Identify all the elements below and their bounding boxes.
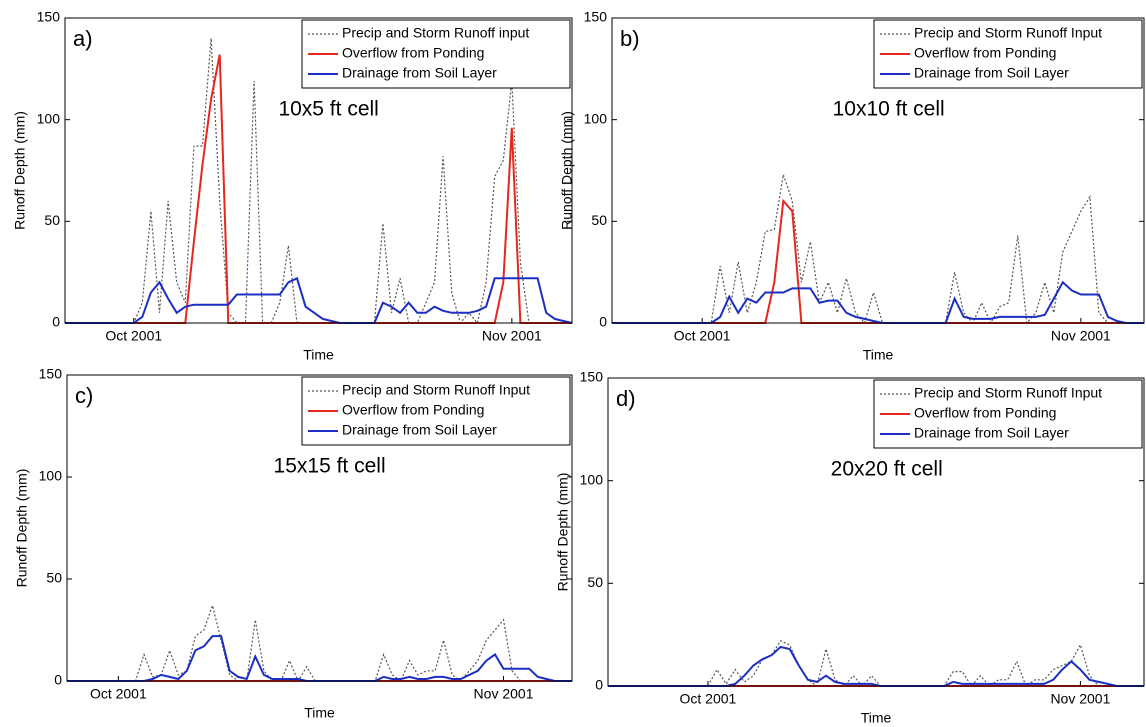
axes-box [64,17,573,324]
legend-label: Drainage from Soil Layer [914,65,1069,81]
legend-label: Overflow from Ponding [914,45,1056,61]
axes-box [611,17,1145,324]
legend-label: Overflow from Ponding [914,405,1056,421]
y-axis-label: Runoff Depth (mm) [12,111,28,230]
x-tick-label: Oct 2001 [105,328,162,344]
legend-label: Drainage from Soil Layer [342,422,497,438]
x-tick-label: Nov 2001 [482,328,542,344]
x-axis-label: Time [863,347,894,363]
legend-label: Drainage from Soil Layer [342,65,497,81]
x-tick-label: Nov 2001 [474,686,534,702]
y-tick-label: 150 [37,9,61,25]
legend-box [873,19,1143,89]
legend-label: Precip and Storm Runoff Input [342,382,530,398]
y-tick-label: 0 [54,672,62,688]
x-tick-label: Nov 2001 [1050,691,1110,707]
legend-label: Precip and Storm Runoff Input [914,385,1102,401]
panel: 0 50 100 150 Oct 2001 Nov 2001 Time Runoff Dept… [555,369,1145,726]
y-axis-label: Runoff Depth (mm) [559,111,575,230]
y-tick-label: 50 [587,574,603,590]
x-tick-label: Oct 2001 [674,328,731,344]
legend-label: Precip and Storm Runoff Input [914,25,1102,41]
x-tick-label: Nov 2001 [1051,328,1111,344]
y-tick-label: 0 [599,314,607,330]
y-tick-label: 50 [44,212,60,228]
axes-box [66,374,573,682]
legend-box [301,19,571,89]
legend-label: Drainage from Soil Layer [914,425,1069,441]
legend-box [873,379,1143,449]
panel: 0 50 100 150 Oct 2001 Nov 2001 Time Runoff Dept… [559,9,1145,363]
y-axis-label: Runoff Depth (mm) [555,473,571,592]
legend-label: Precip and Storm Runoff input [342,25,529,41]
legend-label: Overflow from Ponding [342,45,484,61]
x-tick-label: Oct 2001 [680,691,737,707]
annotation: 15x15 ft cell [274,455,386,478]
panel-label: a) [73,26,93,51]
x-axis-label: Time [303,347,334,363]
y-tick-label: 100 [580,471,604,487]
y-tick-label: 50 [591,212,607,228]
annotation: 20x20 ft cell [831,458,943,481]
series-line [67,603,572,683]
legend-box [301,376,571,446]
y-tick-label: 0 [595,677,603,693]
y-tick-label: 100 [39,468,63,484]
annotation: 10x10 ft cell [833,98,945,121]
panel-label: d) [616,386,636,411]
y-tick-label: 0 [52,314,60,330]
y-tick-label: 100 [584,110,608,126]
panel-label: b) [620,26,640,51]
y-tick-label: 150 [584,9,608,25]
legend-label: Overflow from Ponding [342,402,484,418]
series-line [65,276,573,324]
y-axis-label: Runoff Depth (mm) [14,469,30,588]
x-axis-label: Time [304,705,335,721]
panel: 0 50 100 150 Oct 2001 Nov 2001 Time Runoff Dept… [12,9,573,363]
y-tick-label: 150 [580,369,604,385]
x-tick-label: Oct 2001 [90,686,147,702]
panel-label: c) [75,383,93,408]
y-tick-label: 100 [37,110,61,126]
annotation: 10x5 ft cell [278,98,378,121]
panel: 0 50 100 150 Oct 2001 Nov 2001 Time Runoff Dept… [14,366,573,721]
axes-box [607,377,1145,687]
y-tick-label: 150 [39,366,63,382]
x-axis-label: Time [861,710,892,726]
y-tick-label: 50 [46,570,62,586]
